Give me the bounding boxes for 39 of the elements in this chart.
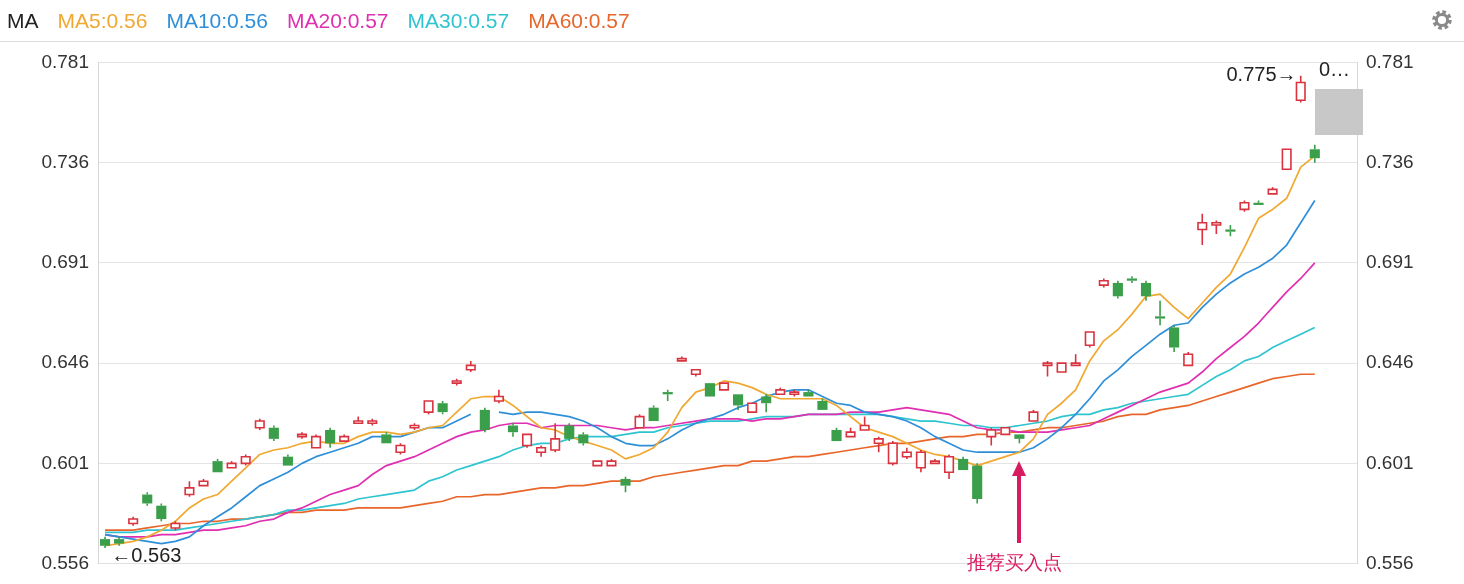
y-tick-label: 0.691 bbox=[41, 251, 89, 273]
y2-tick-label: 0.736 bbox=[1366, 150, 1414, 172]
y2-tick-label: 0.781 bbox=[1366, 50, 1414, 72]
candlestick bbox=[282, 453, 293, 466]
annotation: 0… bbox=[1319, 58, 1351, 81]
y-tick-label: 0.781 bbox=[41, 50, 89, 72]
y-tick-label: 0.736 bbox=[41, 150, 89, 172]
candlestick bbox=[114, 536, 125, 547]
text: MA20:0.57 bbox=[286, 8, 389, 33]
candlestick bbox=[507, 422, 519, 438]
text: MA60:0.57 bbox=[528, 8, 630, 33]
annotation: ←0.563 bbox=[111, 543, 182, 566]
annotation: 0.775→ bbox=[1226, 63, 1297, 86]
candlestick bbox=[732, 394, 744, 411]
candlestick bbox=[1112, 279, 1123, 300]
candlestick bbox=[1155, 299, 1166, 327]
text: MA30:0.57 bbox=[407, 8, 510, 33]
y2-tick-label: 0.556 bbox=[1366, 551, 1414, 573]
candlestick bbox=[479, 406, 490, 433]
y-tick-label: 0.646 bbox=[41, 351, 89, 373]
legend-title: MA bbox=[7, 8, 39, 33]
candlestick bbox=[972, 462, 983, 505]
candlestick bbox=[268, 424, 279, 442]
candlestick bbox=[1169, 324, 1180, 353]
candlestick bbox=[958, 455, 969, 471]
y2-tick-label: 0.691 bbox=[1366, 251, 1414, 273]
candlestick bbox=[1309, 144, 1320, 164]
y-tick-label: 0.556 bbox=[41, 551, 89, 573]
candlestick bbox=[325, 426, 336, 449]
candlestick bbox=[1126, 275, 1137, 284]
y2-tick-label: 0.646 bbox=[1366, 351, 1414, 373]
y-tick-label: 0.601 bbox=[41, 451, 89, 473]
text: MA10:0.56 bbox=[166, 8, 268, 33]
candlestick bbox=[564, 422, 575, 442]
annotation: 推荐买入点 bbox=[967, 550, 1062, 575]
y2-tick-label: 0.601 bbox=[1366, 451, 1414, 473]
candlestick bbox=[99, 536, 111, 549]
text: MA5:0.56 bbox=[57, 8, 148, 33]
candlestick bbox=[1140, 279, 1152, 302]
